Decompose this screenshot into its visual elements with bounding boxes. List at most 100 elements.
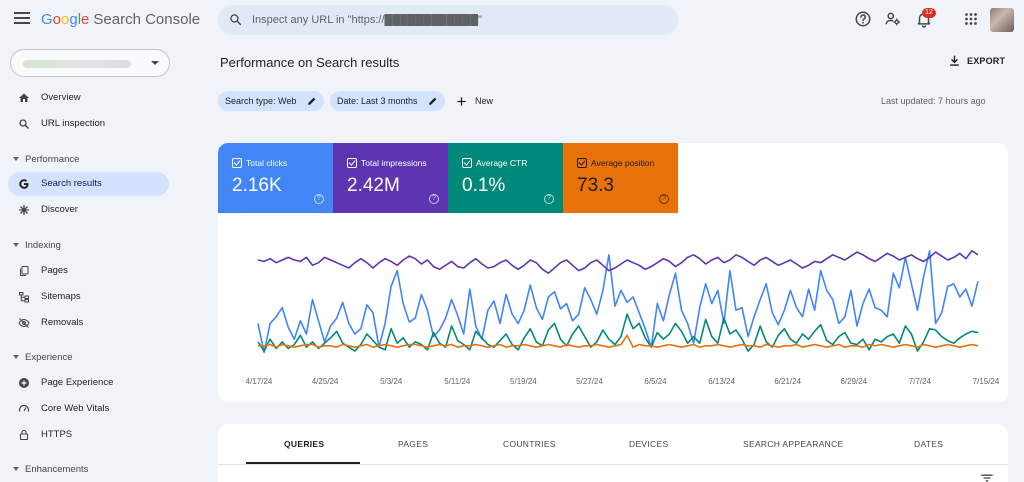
lock-icon: [19, 429, 29, 441]
sidebar-item-pages[interactable]: Pages: [8, 259, 169, 283]
checkbox-checked-icon: [347, 158, 357, 168]
manage-users-icon[interactable]: [884, 10, 902, 28]
property-selector[interactable]: [10, 49, 170, 77]
sidebar-item-label: Core Web Vitals: [41, 403, 110, 414]
help-icon[interactable]: ?: [429, 194, 439, 204]
visibility-off-icon: [18, 318, 30, 328]
tab-label: COUNTRIES: [503, 439, 556, 449]
menu-icon[interactable]: [14, 12, 30, 26]
app-logo[interactable]: Google Search Console: [41, 11, 200, 28]
sidebar-item-label: Page Experience: [41, 377, 114, 388]
sidebar-item-url-inspection[interactable]: URL inspection: [8, 112, 169, 136]
sidebar-item-label: URL inspection: [41, 118, 106, 129]
google-g-icon: [19, 179, 29, 189]
logo-letter: e: [81, 11, 90, 28]
series-line[interactable]: [257, 249, 979, 275]
logo-letter: o: [52, 11, 62, 28]
checkbox-checked-icon: [232, 158, 242, 168]
active-tab-indicator: [246, 462, 360, 464]
filter-chip-label: Search type: Web: [225, 96, 297, 106]
add-filter-button[interactable]: New: [456, 93, 498, 109]
metric-label: Average position: [591, 158, 655, 168]
section-label: Indexing: [25, 240, 61, 251]
tab-search-appearance[interactable]: SEARCH APPEARANCE: [728, 424, 853, 464]
help-icon[interactable]: ?: [314, 194, 324, 204]
series-line[interactable]: [257, 249, 979, 354]
chevron-down-icon: [13, 243, 19, 247]
metric-card-total-impressions[interactable]: Total impressions 2.42M ?: [333, 143, 448, 213]
plus-icon: [457, 97, 466, 106]
account-avatar[interactable]: [990, 8, 1014, 32]
divider: [218, 464, 1008, 465]
x-tick-label: 6/29/24: [840, 377, 867, 386]
sidebar-item-overview[interactable]: Overview: [8, 86, 169, 110]
metric-value: 2.16K: [232, 175, 282, 196]
chevron-down-icon: [13, 467, 19, 471]
x-tick-label: 6/21/24: [774, 377, 801, 386]
pages-icon: [20, 266, 29, 276]
filter-chip-search-type[interactable]: Search type: Web: [218, 91, 324, 111]
sidebar-item-search-results[interactable]: Search results: [8, 172, 169, 196]
sidebar-item-label: Removals: [41, 317, 84, 328]
property-name-redacted: [23, 60, 131, 68]
series-line[interactable]: [258, 334, 979, 348]
tab-label: DEVICES: [629, 439, 669, 449]
sidebar-item-https[interactable]: HTTPS: [8, 423, 169, 447]
metric-label: Total impressions: [361, 158, 427, 168]
add-filter-label: New: [475, 96, 494, 106]
notification-count-badge: 12: [922, 8, 936, 18]
help-icon[interactable]: ?: [544, 194, 554, 204]
url-inspection-search[interactable]: [218, 5, 678, 35]
tab-label: QUERIES: [284, 439, 325, 449]
product-name: Search Console: [93, 11, 201, 28]
metric-label: Total clicks: [246, 158, 288, 168]
x-tick-label: 6/13/24: [708, 377, 735, 386]
logo-letter: o: [61, 11, 70, 28]
tab-countries[interactable]: COUNTRIES: [488, 424, 568, 464]
tab-pages[interactable]: PAGES: [378, 424, 448, 464]
performance-chart-card: Total clicks 2.16K ? Total impressions 2…: [218, 143, 1008, 402]
metric-value: 0.1%: [462, 175, 506, 196]
metric-card-average-position[interactable]: Average position 73.3 ?: [563, 143, 678, 213]
help-icon[interactable]: [854, 10, 872, 28]
tab-label: DATES: [914, 439, 944, 449]
edit-pencil-icon[interactable]: [428, 96, 438, 106]
search-input[interactable]: [252, 9, 652, 31]
sidebar-item-sitemaps[interactable]: Sitemaps: [8, 285, 169, 309]
filter-chip-date[interactable]: Date: Last 3 months: [330, 91, 445, 111]
dimension-tabs: QUERIES PAGES COUNTRIES DEVICES SEARCH A…: [218, 424, 1008, 482]
logo-letter: g: [69, 11, 78, 28]
x-tick-label: 7/7/24: [909, 377, 932, 386]
tab-devices[interactable]: DEVICES: [613, 424, 683, 464]
tab-dates[interactable]: DATES: [898, 424, 958, 464]
sidebar-item-page-experience[interactable]: Page Experience: [8, 371, 169, 395]
apps-grid-icon[interactable]: [962, 10, 980, 28]
metric-card-average-ctr[interactable]: Average CTR 0.1% ?: [448, 143, 563, 213]
x-tick-label: 5/3/24: [380, 377, 403, 386]
section-label: Enhancements: [25, 464, 89, 475]
metric-card-total-clicks[interactable]: Total clicks 2.16K ?: [218, 143, 333, 213]
metric-value: 2.42M: [347, 175, 400, 196]
sidebar-item-core-web-vitals[interactable]: Core Web Vitals: [8, 397, 169, 421]
chevron-down-icon: [151, 61, 159, 65]
section-label: Performance: [25, 154, 80, 165]
checkbox-checked-icon: [462, 158, 472, 168]
sidebar-item-label: Overview: [41, 92, 81, 103]
page-title: Performance on Search results: [220, 55, 400, 70]
sidebar-item-removals[interactable]: Removals: [8, 311, 169, 335]
tab-queries[interactable]: QUERIES: [246, 424, 360, 464]
section-label: Experience: [25, 352, 73, 363]
sidebar-item-discover[interactable]: Discover: [8, 198, 169, 222]
home-icon: [19, 93, 29, 102]
add-circle-icon: [19, 378, 29, 388]
x-tick-label: 6/5/24: [644, 377, 667, 386]
speed-gauge-icon: [18, 404, 30, 412]
help-icon[interactable]: ?: [659, 194, 669, 204]
edit-pencil-icon[interactable]: [307, 96, 317, 106]
filter-rows-icon[interactable]: [980, 474, 994, 482]
x-tick-label: 4/17/24: [246, 377, 273, 386]
performance-line-chart[interactable]: 4/17/24 4/25/24 5/3/24 5/11/24 5/19/24 5/27/2…: [218, 213, 1008, 402]
x-tick-label: 4/25/24: [312, 377, 339, 386]
download-icon: [950, 55, 959, 66]
